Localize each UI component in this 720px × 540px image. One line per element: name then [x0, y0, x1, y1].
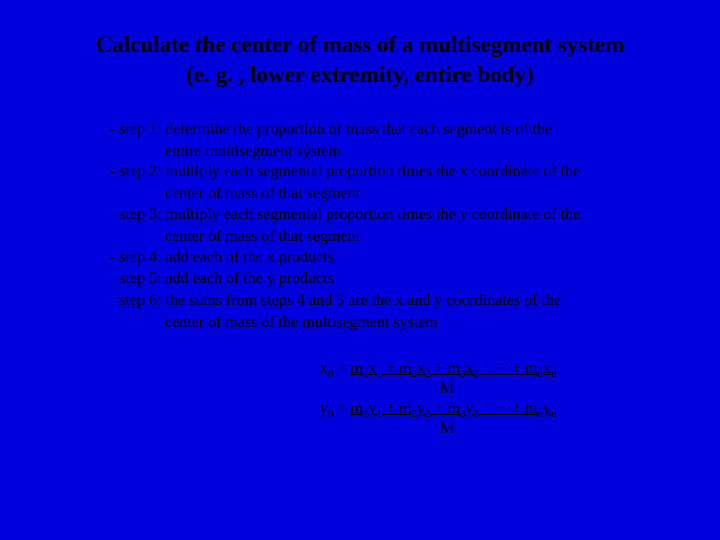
formula-y: y0 = m1y1 + m2y2 + m3y3 + ···+ mnyn	[320, 399, 680, 419]
step-3: - step 3: multiply each segmental propor…	[110, 205, 640, 226]
step-1-cont: entire multisegment system	[110, 142, 640, 163]
formulas-block: x0 = m1x1 + m2x2 + m3x3 + ···+ mnxn M y0…	[320, 359, 680, 439]
step-4: - step 4: add each of the x products	[110, 248, 640, 269]
formula-x: x0 = m1x1 + m2x2 + m3x3 + ···+ mnxn	[320, 359, 680, 379]
step-6: - step 6: the sums from steps 4 and 5 ar…	[110, 291, 640, 312]
step-1: - step 1: determine the proportion of ma…	[110, 120, 640, 141]
slide-title: Calculate the center of mass of a multis…	[40, 30, 680, 90]
title-line-2: (e. g. , lower extremity, entire body)	[40, 60, 680, 90]
title-line-1: Calculate the center of mass of a multis…	[40, 30, 680, 60]
step-5: - step 5: add each of the y products	[110, 269, 640, 290]
step-6-cont: center of mass of the multisegment syste…	[110, 313, 640, 334]
formula-y-denom: M	[320, 419, 680, 439]
step-3-cont: center of mass of that segment	[110, 227, 640, 248]
steps-list: - step 1: determine the proportion of ma…	[110, 120, 640, 334]
formula-x-denom: M	[320, 379, 680, 399]
step-2: - step 2: multiply each segmental propor…	[110, 162, 640, 183]
step-2-cont: center of mass of that segment	[110, 184, 640, 205]
